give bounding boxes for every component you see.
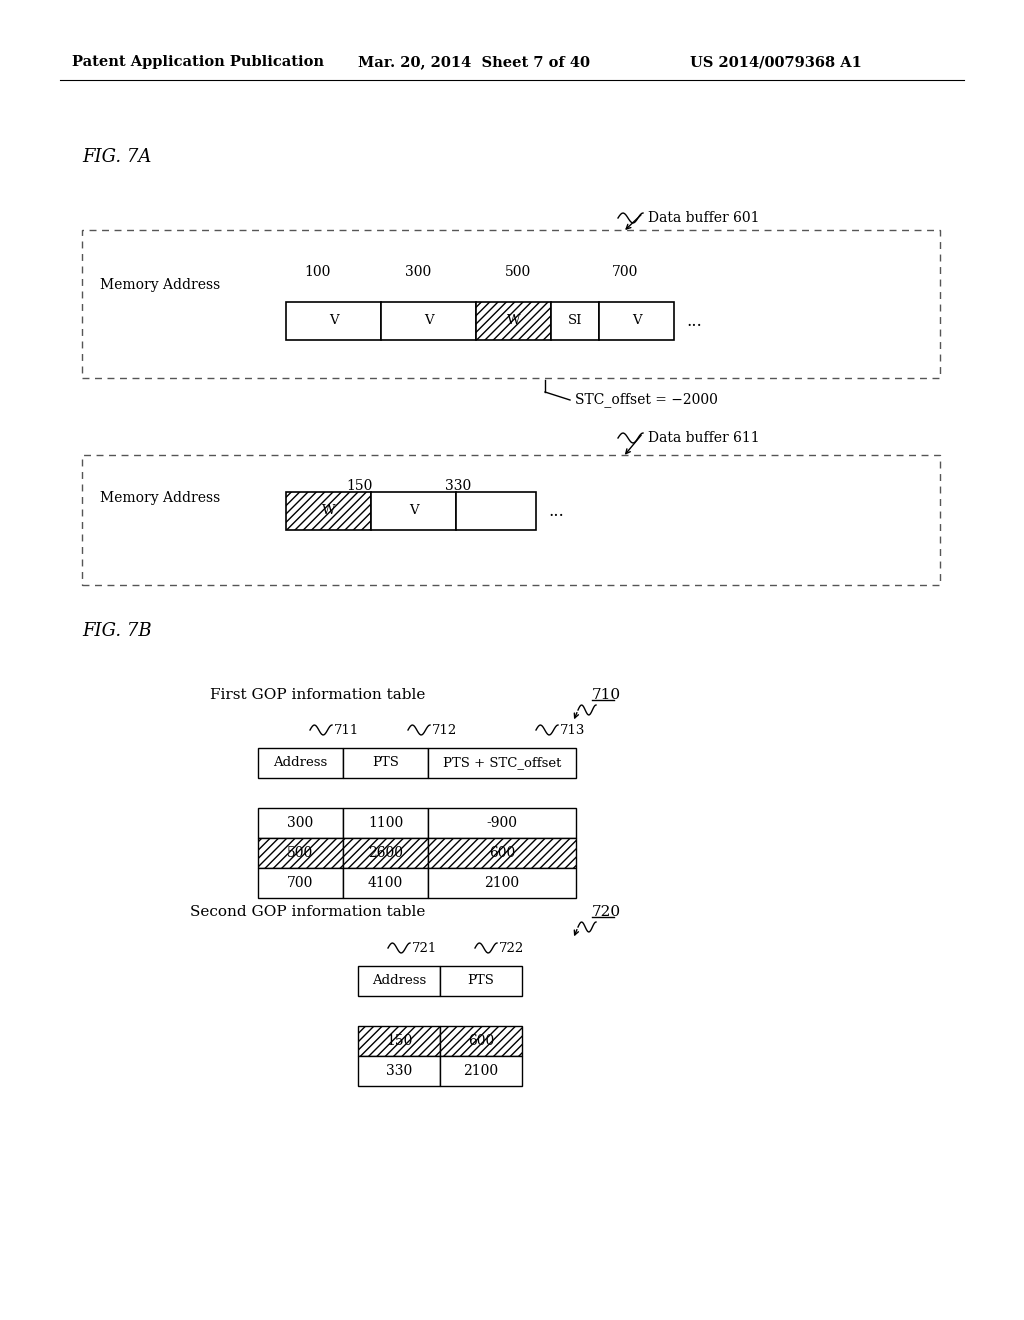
Bar [551,302,599,341]
Bar [358,1026,440,1056]
Text: 500: 500 [288,846,313,861]
Bar [286,492,371,531]
Text: Memory Address: Memory Address [100,491,220,506]
Text: 721: 721 [412,941,437,954]
Text: 2100: 2100 [484,876,519,890]
Bar [428,808,575,838]
Text: 720: 720 [592,906,622,919]
Text: 600: 600 [468,1034,495,1048]
Text: V: V [409,504,419,517]
Bar [440,966,522,997]
Text: Data buffer 601: Data buffer 601 [648,211,760,224]
Bar [428,838,575,869]
Text: 2100: 2100 [464,1064,499,1078]
Text: First GOP information table: First GOP information table [210,688,430,702]
Text: 4100: 4100 [368,876,403,890]
Bar [343,838,428,869]
Bar [358,1056,440,1086]
Text: STC_offset = −2000: STC_offset = −2000 [575,392,718,408]
Text: FIG. 7A: FIG. 7A [82,148,152,166]
Text: Memory Address: Memory Address [100,279,220,292]
Bar [343,838,428,869]
Text: ...: ... [548,503,564,520]
Text: SI: SI [567,314,583,327]
Bar [82,455,940,585]
Bar [428,838,575,869]
Text: 713: 713 [560,723,586,737]
Bar [440,1026,522,1056]
Bar [428,869,575,898]
Text: 2600: 2600 [368,846,403,861]
Text: V: V [424,314,433,327]
Text: 710: 710 [592,688,622,702]
Text: 100: 100 [305,265,331,279]
Text: Data buffer 611: Data buffer 611 [648,432,760,445]
Bar [358,966,440,997]
Text: 330: 330 [444,479,471,492]
Text: W: W [322,504,335,517]
Bar [440,1056,522,1086]
Bar [440,1026,522,1056]
Text: 150: 150 [347,479,373,492]
Bar [343,748,428,777]
Text: 600: 600 [488,846,515,861]
Bar [371,492,456,531]
Text: Mar. 20, 2014  Sheet 7 of 40: Mar. 20, 2014 Sheet 7 of 40 [358,55,590,69]
Text: -900: -900 [486,816,517,830]
Text: 712: 712 [432,723,458,737]
Text: V: V [329,314,338,327]
Bar [381,302,476,341]
Bar [258,808,343,838]
Bar [258,869,343,898]
Bar [358,1026,440,1056]
Text: V: V [632,314,641,327]
Text: Second GOP information table: Second GOP information table [189,906,430,919]
Text: PTS: PTS [468,974,495,987]
Bar [286,492,371,531]
Bar [428,748,575,777]
Bar [286,302,381,341]
Text: 711: 711 [334,723,359,737]
Bar [82,230,940,378]
Bar [343,808,428,838]
Text: US 2014/0079368 A1: US 2014/0079368 A1 [690,55,862,69]
Text: Patent Application Publication: Patent Application Publication [72,55,324,69]
Text: 150: 150 [386,1034,413,1048]
Text: Address: Address [372,974,426,987]
Bar [343,869,428,898]
Bar [258,838,343,869]
Text: 1100: 1100 [368,816,403,830]
Text: 700: 700 [288,876,313,890]
Bar [258,838,343,869]
Bar [476,302,551,341]
Text: 722: 722 [499,941,524,954]
Text: FIG. 7B: FIG. 7B [82,622,152,640]
Text: 330: 330 [386,1064,412,1078]
Text: PTS + STC_offset: PTS + STC_offset [442,756,561,770]
Text: W: W [507,314,520,327]
Bar [456,492,536,531]
Text: 300: 300 [404,265,431,279]
Text: ...: ... [686,313,701,330]
Bar [476,302,551,341]
Text: 300: 300 [288,816,313,830]
Text: 700: 700 [611,265,638,279]
Bar [599,302,674,341]
Text: Address: Address [273,756,328,770]
Text: PTS: PTS [372,756,399,770]
Text: 500: 500 [505,265,531,279]
Bar [258,748,343,777]
